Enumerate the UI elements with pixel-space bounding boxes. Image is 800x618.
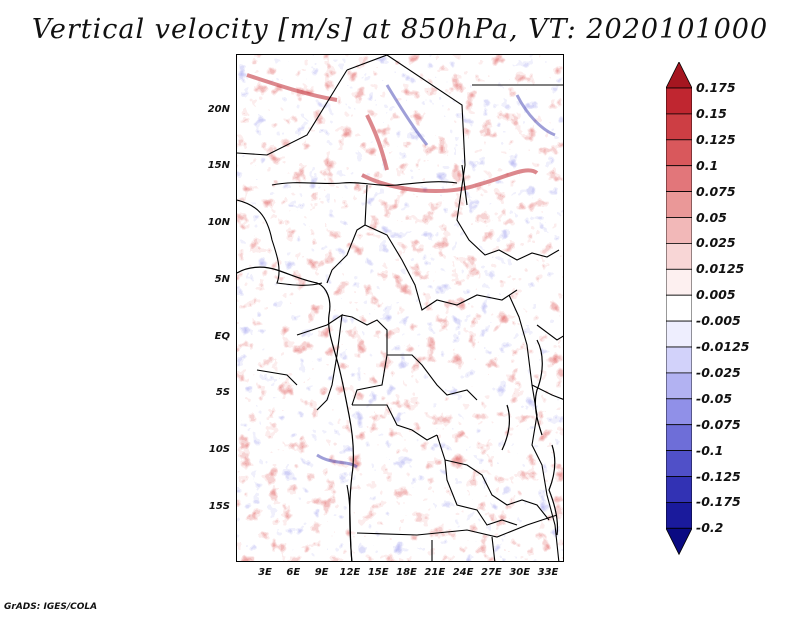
lon-tick-label: 6E (286, 567, 301, 578)
lon-tick-label: 30E (509, 567, 531, 578)
colorbar-swatch (666, 450, 692, 477)
colorbar-swatch (666, 346, 692, 374)
colorbar-tick-label: 0.05 (696, 209, 727, 225)
colorbar-tick-label: 0.0125 (696, 261, 745, 277)
colorbar-max-arrow (666, 62, 692, 89)
colorbar-tick-label: -0.05 (696, 390, 733, 406)
lat-tick-label: 10N (207, 217, 230, 228)
velocity-field (237, 55, 563, 561)
lat-tick-label: 5N (214, 274, 230, 285)
colorbar-tick-label: 0.15 (696, 105, 727, 121)
colorbar-min-arrow (666, 527, 692, 556)
lon-tick-label: 33E (537, 567, 559, 578)
colorbar-swatch (666, 139, 692, 167)
colorbar-tick-label: 0.005 (696, 287, 736, 303)
colorbar-swatch (666, 398, 692, 426)
colorbar-swatch (666, 242, 692, 270)
colorbar-tick-label: 0.075 (696, 183, 736, 199)
colorbar-swatch (666, 113, 692, 141)
colorbar-tick-label: -0.175 (696, 494, 741, 510)
lon-tick-label: 12E (339, 567, 361, 578)
colorbar-swatch (666, 320, 692, 348)
lon-tick-label: 24E (452, 567, 474, 578)
lat-tick-label: 15N (207, 160, 230, 171)
colorbar-swatch (666, 372, 692, 400)
lat-tick-label: 10S (208, 444, 230, 455)
colorbar-swatch (666, 87, 692, 115)
ascent-bands (246, 73, 539, 193)
lat-tick-label: 15S (208, 501, 230, 512)
colorbar-swatch (666, 294, 692, 322)
colorbar-tick-label: -0.005 (696, 313, 741, 329)
lat-tick-label: 5S (215, 387, 230, 398)
colorbar-tick-label: -0.025 (696, 364, 741, 380)
lon-tick-label: 21E (424, 567, 446, 578)
lon-tick-label: 3E (258, 567, 272, 578)
colorbar-swatch (666, 165, 692, 192)
colorbar-tick-label: -0.0125 (696, 339, 750, 354)
country-borders (237, 55, 563, 561)
colorbar-tick-label: -0.125 (696, 468, 741, 484)
colorbar-tick-label: -0.1 (696, 442, 724, 458)
lon-tick-label: 15E (367, 567, 389, 578)
colorbar-tick-label: 0.1 (696, 157, 719, 173)
colorbar (666, 62, 692, 556)
coastline (237, 266, 559, 561)
lat-tick-label: 20N (207, 104, 230, 115)
colorbar-tick-label: 0.175 (696, 80, 736, 95)
footer-credit: GrADS: IGES/COLA (4, 602, 98, 612)
colorbar-swatch (666, 501, 692, 529)
lon-tick-label: 18E (396, 567, 417, 578)
colorbar-tick-label: -0.075 (696, 416, 741, 432)
colorbar-swatch (666, 268, 692, 296)
lat-tick-label: EQ (214, 331, 230, 342)
colorbar-tick-label: 0.025 (696, 235, 736, 251)
colorbar-tick-label: 0.125 (696, 131, 736, 147)
lon-tick-label: 9E (314, 567, 329, 578)
descent-bands (316, 84, 556, 469)
colorbar-swatch (666, 476, 692, 503)
page-title: Vertical velocity [m/s] at 850hPa, VT: 2… (31, 14, 769, 45)
colorbar-tick-label: -0.2 (696, 520, 724, 536)
colorbar-swatch (666, 191, 692, 218)
lon-tick-label: 27E (481, 567, 502, 578)
colorbar-swatch (666, 217, 692, 244)
colorbar-swatch (666, 424, 692, 452)
map-plot (236, 54, 564, 562)
